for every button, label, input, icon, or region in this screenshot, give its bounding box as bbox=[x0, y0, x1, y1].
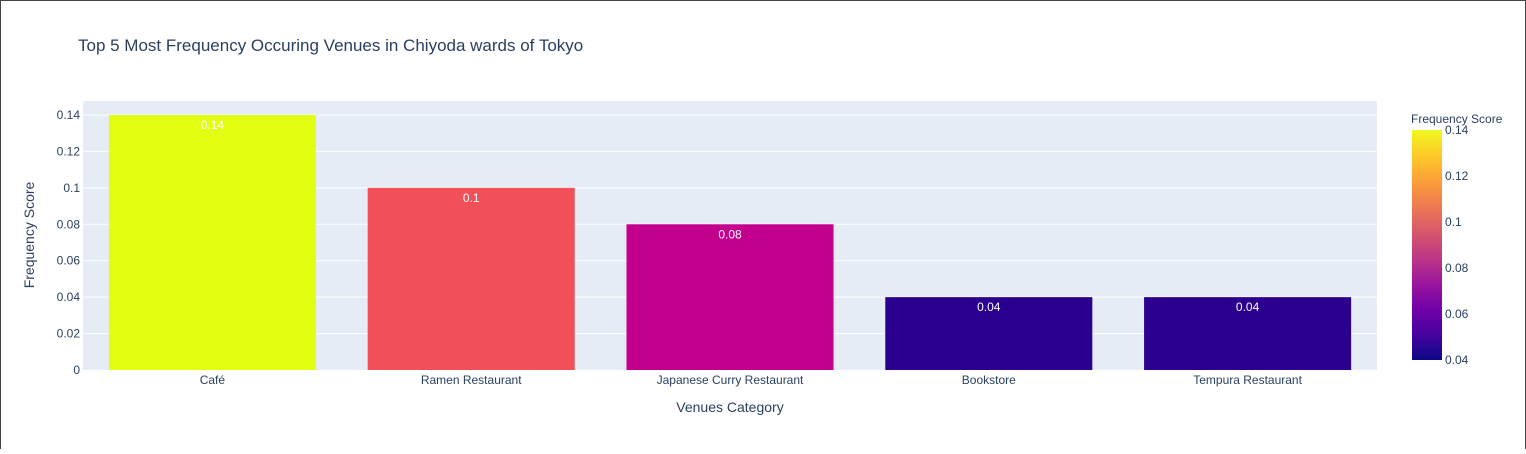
x-tick-label: Café bbox=[200, 373, 226, 387]
y-tick-label: 0.12 bbox=[57, 144, 81, 158]
bar-value-label: 0.14 bbox=[201, 118, 225, 132]
colorbar-title: Frequency Score bbox=[1411, 112, 1503, 126]
bar-value-label: 0.08 bbox=[718, 227, 742, 241]
bar[interactable] bbox=[108, 115, 316, 370]
y-tick-label: 0.14 bbox=[57, 108, 81, 122]
colorbar-tick-label: 0.12 bbox=[1445, 169, 1469, 183]
bar-value-label: 0.04 bbox=[977, 300, 1001, 314]
x-tick-label: Japanese Curry Restaurant bbox=[657, 373, 804, 387]
colorbar-tick-label: 0.14 bbox=[1445, 123, 1469, 137]
bar-value-label: 0.1 bbox=[463, 191, 480, 205]
y-tick-label: 0.08 bbox=[57, 217, 81, 231]
bars bbox=[108, 115, 1352, 370]
colorbar-ticks: 0.04 0.06 0.08 0.1 0.12 0.14 bbox=[1445, 123, 1469, 367]
y-tick-label: 0 bbox=[73, 363, 80, 377]
x-tick-label: Tempura Restaurant bbox=[1193, 373, 1302, 387]
colorbar-tick-label: 0.1 bbox=[1445, 215, 1462, 229]
bar[interactable] bbox=[626, 224, 834, 370]
bar[interactable] bbox=[367, 187, 575, 370]
x-axis-ticks: Café Ramen Restaurant Japanese Curry Resta… bbox=[200, 373, 1303, 387]
bar[interactable] bbox=[885, 297, 1093, 370]
x-tick-label: Bookstore bbox=[962, 373, 1016, 387]
bar-value-label: 0.04 bbox=[1236, 300, 1260, 314]
y-axis-ticks: 0 0.02 0.04 0.06 0.08 0.1 0.12 0.14 bbox=[57, 108, 81, 377]
colorbar-tick-label: 0.04 bbox=[1445, 353, 1469, 367]
x-axis-title: Venues Category bbox=[676, 399, 783, 415]
colorbar bbox=[1412, 130, 1442, 360]
chart-title: Top 5 Most Frequency Occuring Venues in … bbox=[78, 36, 583, 55]
bar-data-labels: 0.14 0.1 0.08 0.04 0.04 bbox=[201, 118, 1260, 314]
x-tick-label: Ramen Restaurant bbox=[421, 373, 522, 387]
colorbar-tick-label: 0.08 bbox=[1445, 261, 1469, 275]
y-axis-title: Frequency Score bbox=[21, 181, 37, 288]
y-tick-label: 0.02 bbox=[57, 327, 81, 341]
y-tick-label: 0.06 bbox=[57, 254, 81, 268]
y-tick-label: 0.1 bbox=[63, 181, 80, 195]
bar[interactable] bbox=[1144, 297, 1352, 370]
y-tick-label: 0.04 bbox=[57, 290, 81, 304]
colorbar-tick-label: 0.06 bbox=[1445, 307, 1469, 321]
